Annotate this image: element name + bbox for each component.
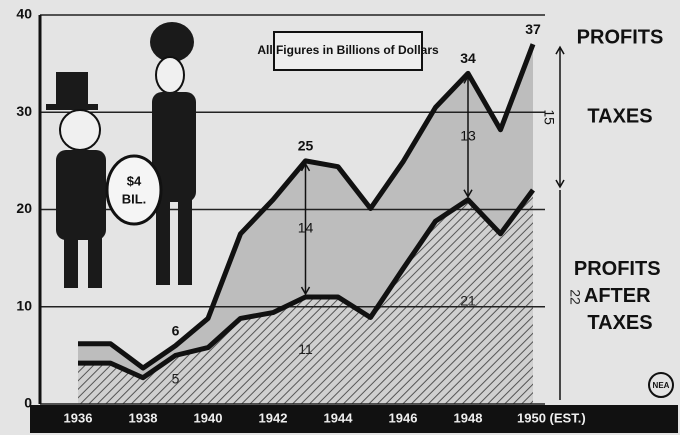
value-label: 21 <box>460 293 476 309</box>
y-tick-label: 10 <box>16 297 32 313</box>
y-tick-label: 40 <box>16 6 32 22</box>
body <box>56 150 106 240</box>
chart: 01020304062534375112122141315PROFITSTAXE… <box>0 0 680 435</box>
money-bag <box>107 156 161 224</box>
hat-brim <box>46 104 98 110</box>
value-label: 34 <box>460 50 476 66</box>
y-tick-label: 30 <box>16 103 32 119</box>
value-label: 5 <box>172 370 180 386</box>
value-label: 6 <box>172 322 180 338</box>
legend-label: PROFITS <box>577 26 664 48</box>
x-tick-label: 1946 <box>389 410 418 425</box>
x-tick-label: 1950 (EST.) <box>517 410 586 425</box>
helmet <box>150 22 194 62</box>
leg <box>156 200 170 285</box>
x-tick-label: 1940 <box>194 410 223 425</box>
top-hat <box>56 72 88 108</box>
leg <box>64 238 78 288</box>
leg <box>88 238 102 288</box>
tax-label: 13 <box>460 127 476 143</box>
leg <box>178 200 192 285</box>
tax-label: 14 <box>298 220 314 236</box>
x-tick-label: 1938 <box>129 410 158 425</box>
x-tick-label: 1942 <box>259 410 288 425</box>
legend-label: PROFITS AFTER TAXES <box>574 258 666 334</box>
legend-label: TAXES <box>587 105 652 127</box>
value-label: 25 <box>298 138 314 154</box>
head <box>156 57 184 93</box>
x-tick-label: 1936 <box>64 410 93 425</box>
head <box>60 110 100 150</box>
y-tick-label: 20 <box>16 200 32 216</box>
value-label: 22 <box>567 289 583 305</box>
x-tick-label: 1944 <box>324 410 354 425</box>
value-label: 11 <box>298 341 313 357</box>
bag-label: $4 <box>127 173 142 188</box>
bag-label: BIL. <box>122 191 147 206</box>
value-label: 37 <box>525 21 541 37</box>
note: All Figures in Billions of Dollars <box>257 43 439 57</box>
x-tick-label: 1948 <box>454 410 483 425</box>
logo: NEA <box>653 381 670 390</box>
tax-label: 15 <box>541 109 557 125</box>
